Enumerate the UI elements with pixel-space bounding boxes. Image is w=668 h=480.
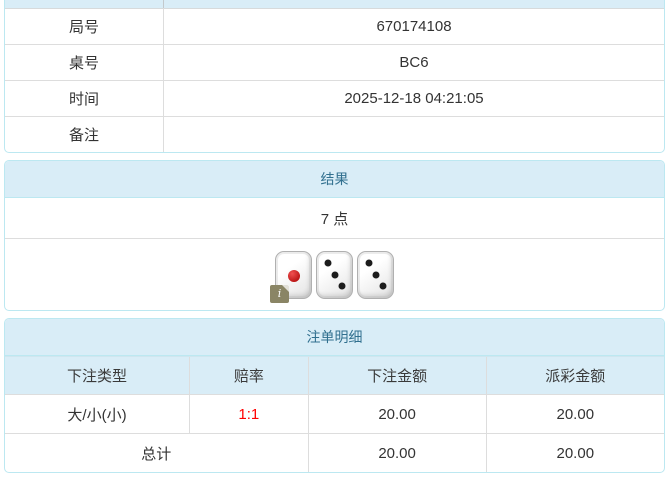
black-pip xyxy=(379,282,387,290)
column-header-bet-type: 下注类型 xyxy=(5,356,190,395)
bet-detail-table: 下注类型 赔率 下注金额 派彩金额 大/小(小) 1:1 20.00 20.00… xyxy=(5,356,664,472)
table-row: 局号 670174108 xyxy=(5,8,664,45)
black-pip xyxy=(331,271,339,278)
game-info-table: 局号 670174108 桌号 BC6 时间 2025-12-18 04:21:… xyxy=(5,8,664,152)
table-row: 备注 xyxy=(5,116,664,152)
bet-detail-panel-title: 注单明细 xyxy=(5,319,664,356)
result-panel: 结果 7 点 i xyxy=(4,160,665,311)
total-label: 总计 xyxy=(5,433,309,472)
table-header-row: 下注类型 赔率 下注金额 派彩金额 xyxy=(5,356,664,395)
remark-label: 备注 xyxy=(5,116,164,152)
bet-detail-page: 局号 670174108 桌号 BC6 时间 2025-12-18 04:21:… xyxy=(4,0,665,473)
table-row: 桌号 BC6 xyxy=(5,44,664,81)
table-row: 大/小(小) 1:1 20.00 20.00 xyxy=(5,394,664,434)
black-pip xyxy=(324,259,331,267)
odds-cell: 1:1 xyxy=(189,394,309,434)
column-header-odds: 赔率 xyxy=(189,356,309,395)
black-pip xyxy=(365,259,372,267)
black-pip xyxy=(372,271,380,278)
column-header-bet-amount: 下注金额 xyxy=(307,356,487,395)
remark-value xyxy=(163,116,664,152)
info-badge-icon: i xyxy=(270,284,289,303)
table-number-value: BC6 xyxy=(163,44,664,81)
bet-amount-cell: 20.00 xyxy=(307,394,487,434)
total-row: 总计 20.00 20.00 xyxy=(5,433,664,472)
total-bet-amount: 20.00 xyxy=(307,433,487,472)
table-number-label: 桌号 xyxy=(5,44,164,81)
time-label: 时间 xyxy=(5,80,164,117)
game-info-panel: 局号 670174108 桌号 BC6 时间 2025-12-18 04:21:… xyxy=(4,0,665,153)
die-face-3 xyxy=(316,250,353,299)
round-id-value: 670174108 xyxy=(163,8,664,45)
result-points: 7 点 xyxy=(5,198,664,239)
die-face-3 xyxy=(357,250,394,299)
bet-detail-panel: 注单明细 下注类型 赔率 下注金额 派彩金额 大/小(小) 1:1 20.00 … xyxy=(4,318,665,473)
cut-off-header-value-cell xyxy=(164,0,664,8)
round-id-label: 局号 xyxy=(5,8,164,45)
payout-cell: 20.00 xyxy=(485,394,664,434)
die-face-1: i xyxy=(270,250,312,303)
black-pip xyxy=(338,282,346,290)
total-payout: 20.00 xyxy=(485,433,664,472)
dice-result: i xyxy=(5,239,664,310)
time-value: 2025-12-18 04:21:05 xyxy=(163,80,664,117)
column-header-payout: 派彩金额 xyxy=(485,356,664,395)
red-pip xyxy=(287,269,300,282)
table-row: 时间 2025-12-18 04:21:05 xyxy=(5,80,664,117)
bet-type-cell: 大/小(小) xyxy=(5,394,190,434)
result-panel-title: 结果 xyxy=(5,161,664,198)
cut-off-header-label-cell xyxy=(5,0,164,8)
cut-off-header-row xyxy=(5,0,664,8)
